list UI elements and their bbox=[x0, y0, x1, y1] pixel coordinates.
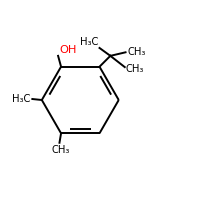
Text: H₃C: H₃C bbox=[80, 37, 99, 47]
Text: OH: OH bbox=[59, 45, 77, 55]
Text: CH₃: CH₃ bbox=[51, 145, 70, 155]
Text: CH₃: CH₃ bbox=[127, 47, 145, 57]
Text: H₃C: H₃C bbox=[12, 94, 30, 104]
Text: CH₃: CH₃ bbox=[126, 64, 144, 74]
